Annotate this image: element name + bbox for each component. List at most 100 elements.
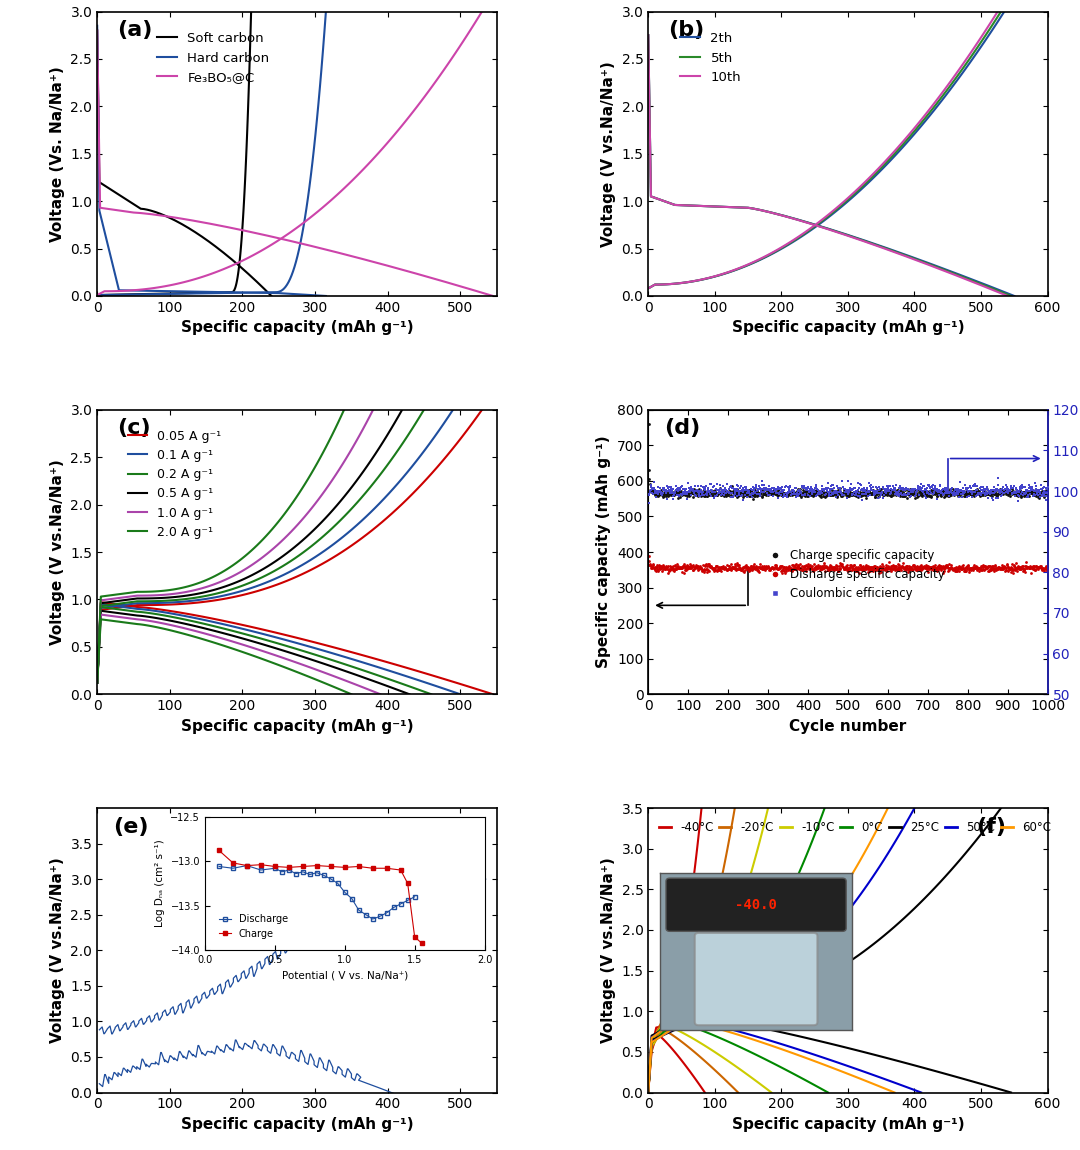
Point [892, 558, 909, 576]
Point [734, 478, 752, 497]
Point [990, 485, 1008, 504]
Point [667, 483, 685, 501]
Point [874, 484, 891, 503]
Point [721, 486, 739, 505]
Y-axis label: Voltage (V vs.Na/Na⁺): Voltage (V vs.Na/Na⁺) [600, 858, 616, 1043]
Y-axis label: Specific capacity (mAh g⁻¹): Specific capacity (mAh g⁻¹) [596, 436, 611, 668]
Point [954, 488, 971, 506]
Point [643, 559, 660, 577]
Point [934, 484, 951, 503]
Point [998, 482, 1015, 500]
Point [989, 469, 1007, 488]
Point [704, 483, 721, 501]
Point [837, 482, 854, 500]
Point [903, 559, 920, 577]
Point [645, 481, 662, 499]
Point [1011, 485, 1028, 504]
Point [937, 481, 955, 499]
Point [859, 480, 876, 498]
Point [903, 484, 920, 503]
Point [645, 559, 662, 577]
Point [794, 477, 811, 496]
Point [828, 486, 846, 505]
Point [893, 485, 910, 504]
Point [977, 484, 995, 503]
Point [834, 557, 851, 575]
Point [841, 478, 859, 497]
Point [887, 558, 904, 576]
Point [851, 486, 868, 505]
Point [666, 559, 684, 577]
Point [773, 483, 791, 501]
Point [903, 484, 920, 503]
Point [669, 558, 686, 576]
Point [855, 560, 873, 578]
Point [812, 560, 829, 578]
Point [881, 483, 899, 501]
Point [848, 483, 865, 501]
Point [1015, 486, 1032, 505]
Point [996, 483, 1013, 501]
Point [953, 483, 970, 501]
Point [973, 557, 990, 575]
Point [825, 559, 842, 577]
Point [710, 481, 727, 499]
Point [890, 486, 907, 505]
Point [673, 478, 690, 497]
Point [908, 482, 926, 500]
Point [825, 484, 842, 503]
Point [726, 554, 743, 573]
Point [739, 485, 756, 504]
Point [784, 485, 801, 504]
Point [858, 485, 875, 504]
Point [836, 559, 853, 577]
Point [885, 555, 902, 574]
Point [926, 483, 943, 501]
Point [801, 557, 819, 575]
Point [1028, 485, 1045, 504]
Y-axis label: Voltage (V vs.Na/Na⁺): Voltage (V vs.Na/Na⁺) [600, 61, 616, 246]
Point [924, 557, 942, 575]
Point [720, 484, 738, 503]
Point [647, 483, 664, 501]
Point [646, 485, 663, 504]
Point [707, 485, 725, 504]
Point [784, 559, 801, 577]
Point [674, 558, 691, 576]
Point [685, 561, 702, 580]
Point [878, 484, 895, 503]
Point [953, 482, 970, 500]
Point [800, 557, 818, 575]
Point [684, 481, 701, 499]
Point [841, 560, 859, 578]
Point [739, 483, 756, 501]
Point [1031, 557, 1049, 575]
Point [728, 484, 745, 503]
Point [795, 557, 812, 575]
Point [1022, 483, 1039, 501]
Point [926, 484, 943, 503]
Point [806, 483, 823, 501]
Point [833, 485, 850, 504]
Point [702, 558, 719, 576]
Point [664, 480, 681, 498]
Point [845, 483, 862, 501]
Point [891, 482, 908, 500]
Point [663, 483, 680, 501]
Point [751, 485, 768, 504]
Point [644, 481, 661, 499]
Point [721, 484, 739, 503]
Point [865, 482, 882, 500]
Point [725, 485, 742, 504]
Point [1031, 483, 1049, 501]
Point [741, 481, 758, 499]
Point [901, 486, 918, 505]
Point [786, 555, 804, 574]
Point [697, 482, 714, 500]
Point [725, 483, 742, 501]
Point [828, 483, 846, 501]
Point [1017, 483, 1035, 501]
Point [815, 559, 833, 577]
Point [918, 484, 935, 503]
Point [724, 483, 741, 501]
